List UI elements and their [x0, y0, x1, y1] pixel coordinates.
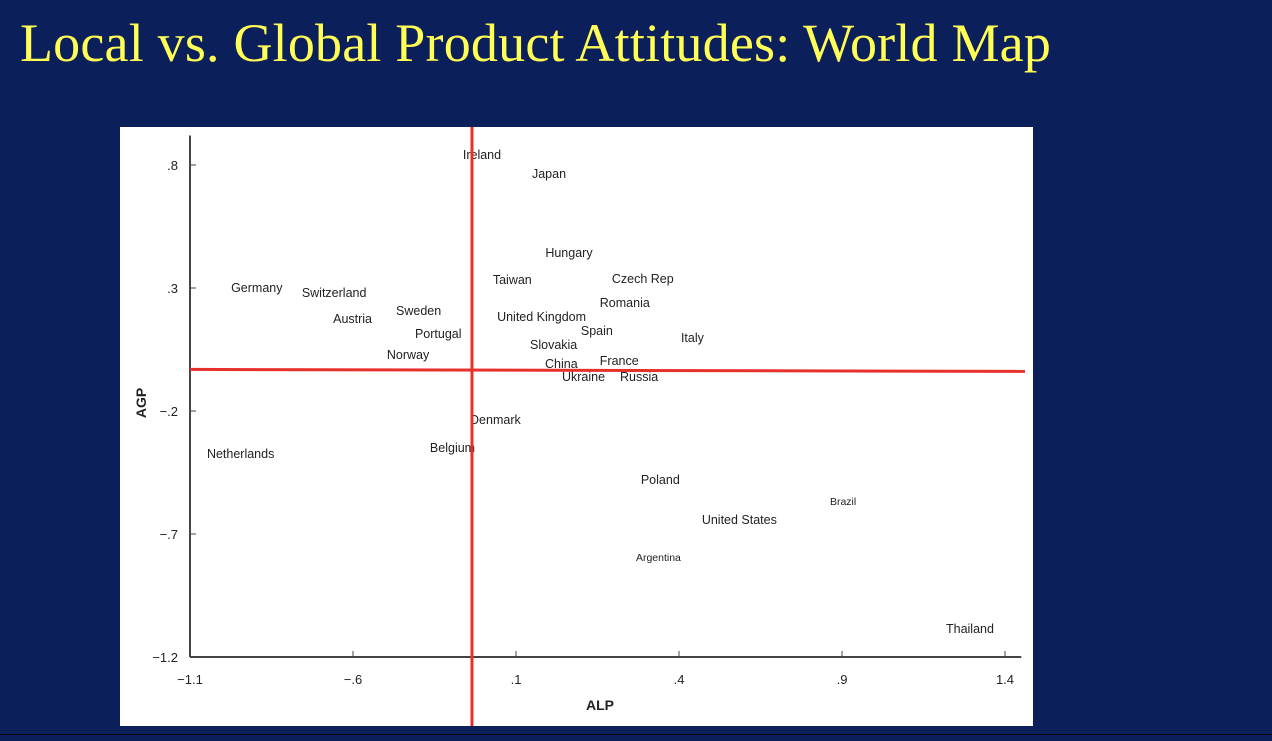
country-label: Portugal [415, 327, 462, 341]
y-axis-label: AGP [133, 388, 149, 418]
y-tick-label: −.7 [160, 527, 178, 542]
country-label: France [600, 354, 639, 368]
x-tick-label: −1.1 [177, 672, 203, 687]
country-label: United Kingdom [497, 310, 586, 324]
country-label: Taiwan [493, 273, 532, 287]
country-label: Brazil [830, 496, 856, 508]
country-label: Italy [681, 331, 705, 345]
country-label: Netherlands [207, 447, 274, 461]
country-label: Argentina [636, 552, 681, 564]
x-axis-label: ALP [586, 697, 614, 713]
country-label: Poland [641, 473, 680, 487]
x-tick-label: 1.4 [996, 672, 1014, 687]
country-label: Russia [620, 370, 658, 384]
y-tick-label: .3 [167, 281, 178, 296]
chart-panel: −1.1 −.6 .1 .4 .9 1.4 .8 .3 −.2 −.7 −1.2 Ireland Ja… [120, 127, 1033, 726]
scatter-chart: −1.1 −.6 .1 .4 .9 1.4 .8 .3 −.2 −.7 −1.2 Ireland Ja… [133, 127, 1026, 726]
country-label: Belgium [430, 441, 475, 455]
x-tick-label: −.6 [344, 672, 362, 687]
country-label: Switzerland [302, 286, 367, 300]
country-label: Ukraine [562, 370, 605, 384]
country-label: Germany [231, 281, 283, 295]
country-label: Sweden [396, 304, 441, 318]
y-tick-label: −1.2 [152, 650, 178, 665]
country-label: Slovakia [530, 338, 577, 352]
country-label: Hungary [545, 246, 593, 260]
country-label: Romania [600, 296, 650, 310]
country-label: China [545, 357, 578, 371]
x-tick-label: .9 [837, 672, 848, 687]
country-label: United States [702, 513, 777, 527]
x-tick-label: .1 [511, 672, 522, 687]
country-label: Czech Rep [612, 272, 674, 286]
slide-bottom-border [0, 734, 1272, 741]
y-tick-label: .8 [167, 158, 178, 173]
country-label: Norway [387, 348, 430, 362]
country-label: Austria [333, 312, 372, 326]
y-tick-label: −.2 [160, 404, 178, 419]
country-label: Denmark [470, 413, 521, 427]
slide-title: Local vs. Global Product Attitudes: Worl… [20, 13, 1052, 73]
country-label: Ireland [463, 148, 501, 162]
country-label: Japan [532, 167, 566, 181]
country-label: Spain [581, 324, 613, 338]
country-label: Thailand [946, 622, 994, 636]
x-tick-label: .4 [674, 672, 685, 687]
horizontal-quadrant-line [189, 367, 1026, 373]
